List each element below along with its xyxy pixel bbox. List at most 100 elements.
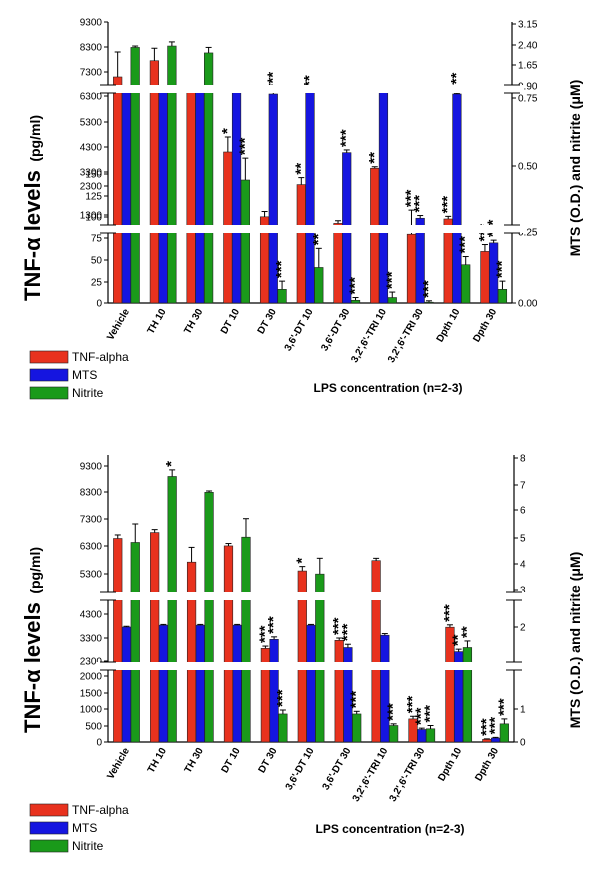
right-tick-label: 8 — [520, 454, 526, 465]
tnfalpha-bar — [333, 223, 343, 304]
category-label: DT 10 — [219, 307, 242, 336]
category-label: 3,2',6'-TRI 30 — [388, 746, 428, 804]
significance-mark: *** — [404, 696, 421, 714]
category-label: DT 10 — [220, 746, 243, 775]
right-tick-label: 7 — [520, 481, 526, 492]
significance-mark: *** — [236, 137, 253, 155]
axis-break-band — [96, 592, 526, 600]
left-tick-label: 6300 — [80, 542, 103, 553]
left-tick-label: 9300 — [80, 18, 103, 29]
left-tick-label: 3300 — [80, 168, 103, 179]
left-tick-label: 1000 — [80, 705, 103, 716]
left-tick-label: 9300 — [80, 462, 103, 473]
legend-label: TNF-alpha — [72, 350, 129, 364]
category-label: Dpth 10 — [435, 307, 463, 345]
left-tick-label: 3300 — [80, 634, 103, 645]
left-tick-label: 4300 — [80, 143, 103, 154]
legend-swatch — [29, 350, 69, 364]
category-label: DT 30 — [257, 746, 280, 775]
nitrite-bar — [352, 713, 362, 743]
left-tick-label: 2000 — [80, 672, 103, 683]
left-tick-label: 6300 — [80, 92, 103, 103]
significance-mark: *** — [441, 604, 458, 622]
left-tick-label: 125 — [85, 192, 102, 203]
axis-break-band — [96, 662, 526, 670]
legend-label: MTS — [72, 821, 97, 835]
legend-label: MTS — [72, 368, 97, 382]
significance-mark: * — [219, 128, 236, 134]
significance-mark: * — [293, 558, 310, 564]
nitrite-bar — [424, 301, 434, 304]
mts-bar — [305, 91, 315, 304]
left-tick-label: 5300 — [80, 118, 103, 129]
legend-label: TNF-alpha — [72, 803, 129, 817]
significance-mark: ** — [366, 152, 383, 164]
category-label: TH 30 — [183, 746, 206, 775]
significance-mark: ** — [301, 75, 318, 87]
tnfalpha-bar — [113, 76, 123, 304]
left-tick-label: 7300 — [80, 68, 103, 79]
left-tick-label: 0 — [96, 299, 102, 310]
significance-mark: *** — [273, 260, 290, 278]
nitrite-bar — [497, 289, 508, 304]
right-tick-label: 0.00 — [518, 299, 538, 310]
nitrite-bar — [499, 723, 509, 743]
category-label: 3,2',6'-TRI 30 — [386, 307, 426, 365]
top-right-axis-label: MTS (O.D.) and nitrite (μM) — [567, 80, 583, 257]
mts-bar — [232, 624, 242, 743]
bottom-x-caption: LPS concentration (n=2-3) — [315, 822, 464, 836]
left-tick-label: 7300 — [80, 515, 103, 526]
nitrite-bar — [277, 289, 287, 304]
significance-mark: ** — [450, 634, 467, 646]
significance-mark: *** — [339, 624, 356, 642]
nitrite-bar — [350, 299, 361, 304]
mts-bar — [490, 737, 501, 743]
plot-area-0: 0 25 50 75 100 125 150 1300 2300 3300 4300 5300 6300… — [29, 18, 538, 400]
left-tick-label: 0 — [96, 738, 102, 749]
tnfalpha-bar — [480, 251, 490, 304]
left-tick-label: 25 — [91, 278, 103, 289]
legend-label: Nitrite — [72, 386, 104, 400]
mts-bar — [195, 86, 205, 304]
mts-bar — [158, 624, 168, 743]
nitrite-bar — [389, 725, 399, 743]
significance-mark: *** — [265, 616, 282, 634]
left-tick-label: 1500 — [80, 689, 103, 700]
right-tick-label: 1 — [520, 705, 526, 716]
tnfalpha-bar — [150, 532, 160, 743]
left-tick-label: 100 — [85, 213, 102, 224]
significance-mark: *** — [330, 617, 347, 635]
mts-bar — [380, 634, 390, 743]
right-tick-label: 3.15 — [518, 20, 538, 31]
category-label: 3,6'-DT 30 — [319, 307, 352, 353]
right-tick-label: 2 — [520, 623, 526, 634]
right-tick-label: 3 — [520, 586, 526, 597]
legend-swatch — [29, 368, 69, 382]
category-label: 3,2',6'-TRI 10 — [349, 307, 389, 365]
top-chart-panel: TNF-α levels (pg/ml) MTS (O.D.) and nitr… — [20, 18, 583, 401]
mts-bar — [378, 88, 389, 304]
right-tick-label: 0.90 — [518, 82, 538, 93]
left-tick-label: 4300 — [80, 610, 103, 621]
mts-bar — [121, 86, 131, 304]
significance-mark: *** — [478, 718, 495, 736]
bottom-chart-panel: TNF-α levels (pg/ml) MTS (O.D.) and nitr… — [20, 454, 583, 854]
bottom-right-axis-label: MTS (O.D.) and nitrite (μM) — [567, 552, 583, 729]
mts-bar — [452, 93, 462, 304]
right-tick-label: 5 — [520, 534, 526, 545]
significance-mark: *** — [413, 707, 430, 725]
bottom-left-axis-label: TNF-α levels (pg/ml) — [20, 547, 45, 733]
category-label: 3,6'-DT 30 — [321, 746, 354, 792]
significance-mark: *** — [383, 271, 400, 289]
tnfalpha-bar — [186, 561, 197, 743]
significance-mark: *** — [338, 129, 355, 147]
legend: TNF-alpha MTS Nitrite — [29, 803, 129, 853]
category-label: Dpth 30 — [473, 746, 501, 784]
significance-mark: *** — [420, 280, 437, 298]
category-label: TH 10 — [146, 746, 169, 775]
nitrite-bar — [240, 179, 250, 304]
axis-break-band — [96, 85, 524, 93]
tnfalpha-bar — [370, 167, 380, 304]
nitrite-bar — [314, 267, 324, 304]
